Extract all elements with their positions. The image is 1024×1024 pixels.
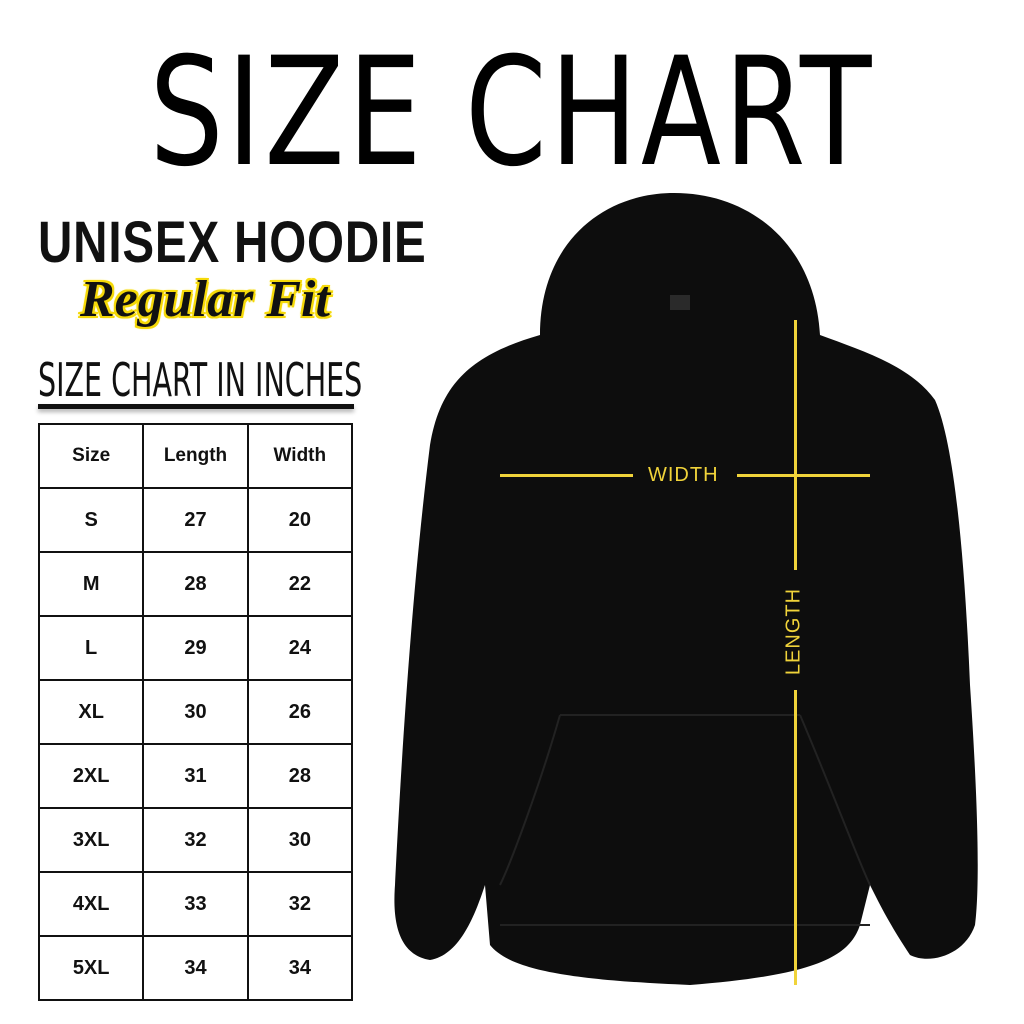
table-cell: M <box>37 551 145 617</box>
fit-label: Regular Fit <box>80 271 330 328</box>
table-cell: 29 <box>142 615 249 681</box>
table-cell: S <box>37 487 145 553</box>
table-row: 5XL 34 34 <box>37 935 354 1001</box>
length-line-top <box>794 320 797 570</box>
table-cell: 20 <box>246 487 354 553</box>
width-label: WIDTH <box>648 464 719 486</box>
table-row: 3XL 32 30 <box>37 807 354 873</box>
table-cell: 32 <box>246 871 354 937</box>
table-cell: 28 <box>246 743 354 809</box>
table-cell: Width <box>246 423 354 489</box>
table-row: XL 30 26 <box>37 679 354 745</box>
hoodie-image <box>394 192 978 986</box>
table-cell: Length <box>142 423 249 489</box>
table-header-row: Size Length Width <box>37 423 354 489</box>
table-cell: 2XL <box>37 743 145 809</box>
table-cell: 34 <box>142 935 249 1001</box>
table-row: M 28 22 <box>37 551 354 617</box>
table-cell: 34 <box>246 935 354 1001</box>
length-line-bottom <box>794 690 797 985</box>
table-cell: 26 <box>246 679 354 745</box>
table-cell: 24 <box>246 615 354 681</box>
table-row: 2XL 31 28 <box>37 743 354 809</box>
size-table: Size Length Width S 27 20 M 28 22 L 29 24 XL 30 26 2XL 3… <box>37 423 354 1001</box>
width-line-right <box>737 474 870 477</box>
table-cell: 30 <box>246 807 354 873</box>
table-row: 4XL 33 32 <box>37 871 354 937</box>
table-cell: 30 <box>142 679 249 745</box>
page-title: SIZE CHART <box>149 26 875 200</box>
table-cell: 32 <box>142 807 249 873</box>
table-cell: 3XL <box>37 807 145 873</box>
table-cell: 4XL <box>37 871 145 937</box>
table-cell: 28 <box>142 551 249 617</box>
table-subtitle: SIZE CHART IN INCHES <box>38 353 363 407</box>
table-row: S 27 20 <box>37 487 354 553</box>
table-cell: 5XL <box>37 935 145 1001</box>
table-cell: XL <box>37 679 145 745</box>
table-cell: 31 <box>142 743 249 809</box>
length-label: LENGTH <box>782 587 805 676</box>
product-name: UNISEX HOODIE <box>38 210 427 275</box>
width-line-left <box>500 474 633 477</box>
table-row: L 29 24 <box>37 615 354 681</box>
table-cell: 22 <box>246 551 354 617</box>
subtitle-underline <box>38 404 354 409</box>
table-cell: 33 <box>142 871 249 937</box>
table-cell: 27 <box>142 487 249 553</box>
table-cell: Size <box>37 423 145 489</box>
table-cell: L <box>37 615 145 681</box>
